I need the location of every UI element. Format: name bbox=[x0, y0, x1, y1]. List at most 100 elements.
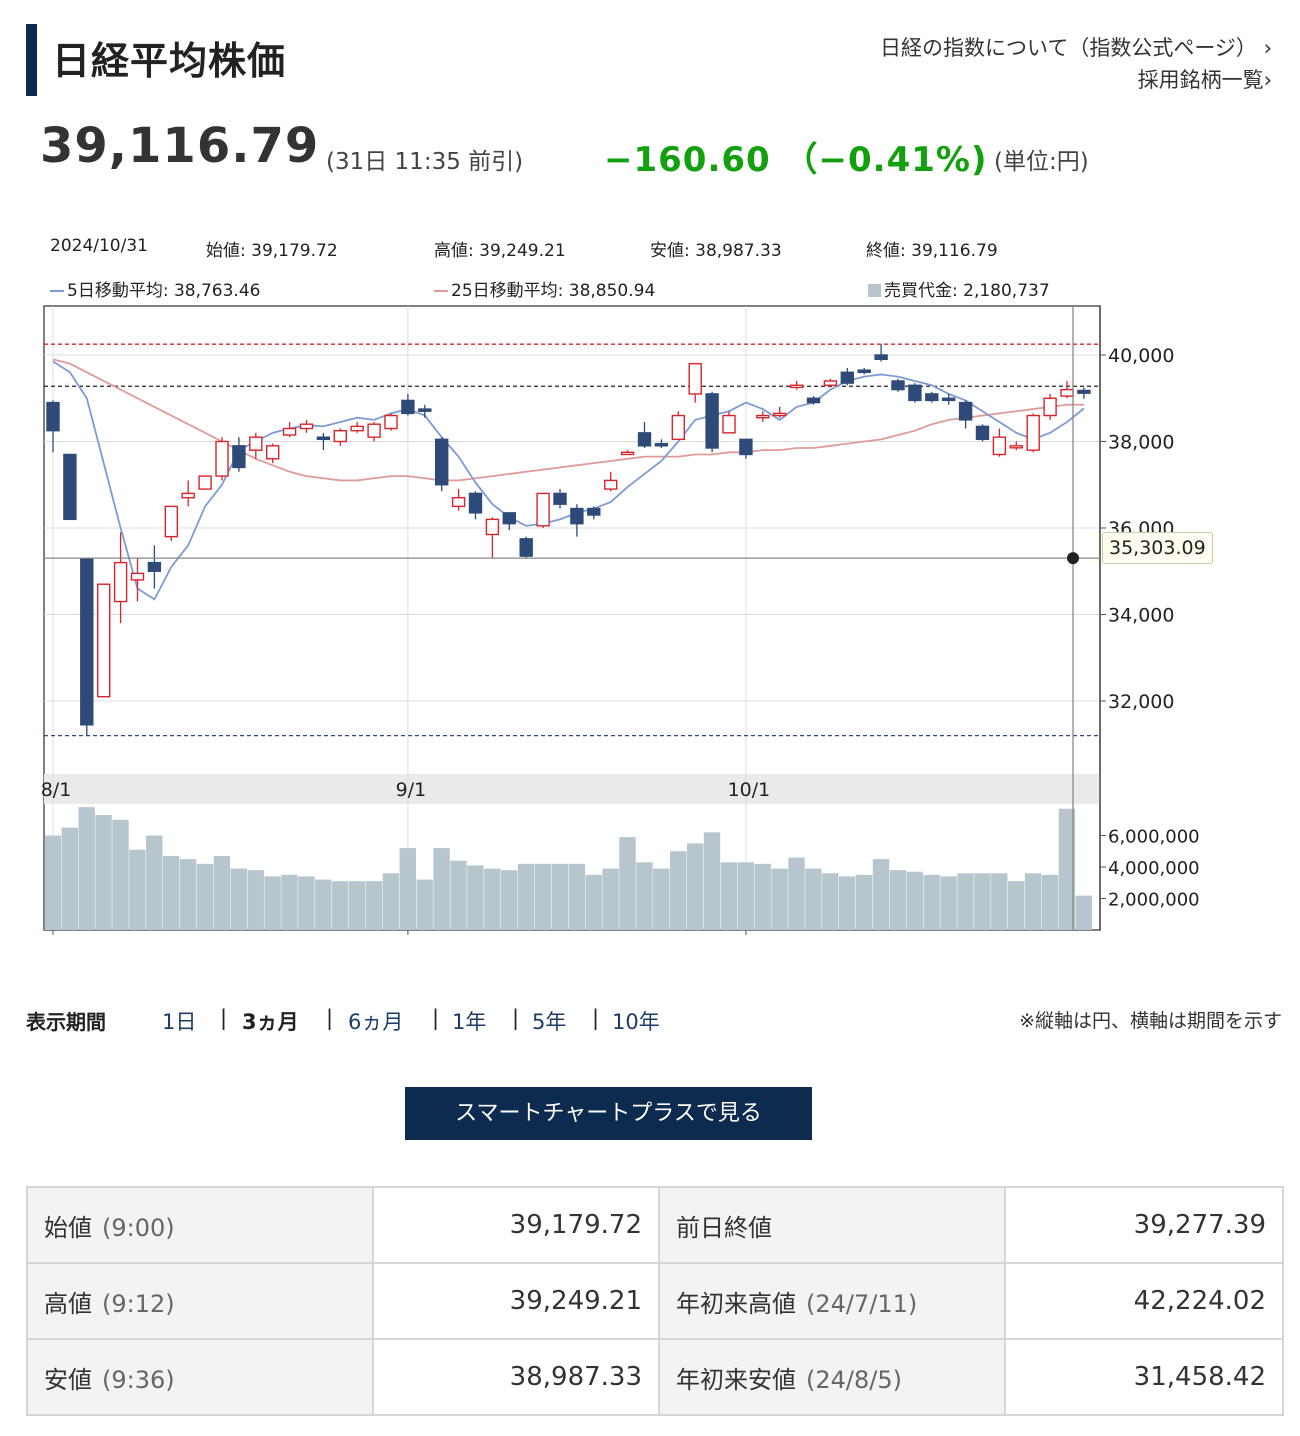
price-chart[interactable]: 32,00034,00036,00038,00040,0002,000,0004… bbox=[0, 0, 1300, 960]
period-option-5y[interactable]: 5年 bbox=[532, 1010, 567, 1034]
table-row: 始値 (9:00) 39,179.72 前日終値 39,277.39 bbox=[26, 1186, 1284, 1264]
volume-bar bbox=[78, 807, 95, 930]
volume-bar bbox=[1024, 873, 1042, 930]
stat-label-ytd-low: 年初来安値 (24/8/5) bbox=[658, 1338, 1006, 1416]
volume-bar bbox=[602, 868, 619, 930]
stat-ytd-low-date: (24/8/5) bbox=[806, 1365, 902, 1394]
period-option-3m[interactable]: 3ヵ月 bbox=[242, 1010, 299, 1034]
period-label: 表示期間 bbox=[26, 1010, 106, 1034]
crosshair-price-callout: 35,303.09 bbox=[1102, 532, 1213, 564]
stat-value-open: 39,179.72 bbox=[372, 1186, 660, 1264]
volume-bar bbox=[940, 876, 957, 930]
candle-down bbox=[401, 399, 415, 415]
title-accent-bar bbox=[26, 24, 37, 96]
candle-down bbox=[840, 371, 854, 384]
candle-up bbox=[1060, 388, 1074, 397]
candle-up bbox=[722, 414, 736, 434]
candle-down bbox=[925, 393, 939, 402]
period-option-1d[interactable]: 1日 bbox=[162, 1010, 197, 1034]
date-tick-label: 8/1 bbox=[41, 779, 72, 801]
period-option-1y[interactable]: 1年 bbox=[452, 1010, 487, 1034]
volume-bar bbox=[686, 843, 704, 930]
index-info-link[interactable]: 日経の指数について（指数公式ページ） › bbox=[880, 32, 1272, 62]
candle-down bbox=[975, 425, 990, 441]
candle-up bbox=[96, 583, 111, 698]
current-price: 39,116.79 bbox=[40, 118, 320, 174]
candle-up bbox=[536, 492, 550, 527]
page-title: 日経平均株価 bbox=[52, 39, 287, 83]
candle-up bbox=[350, 425, 364, 432]
stat-value-ytd-low: 31,458.42 bbox=[1004, 1338, 1284, 1416]
candle-down bbox=[46, 401, 60, 432]
stat-open-time: (9:00) bbox=[102, 1213, 175, 1242]
period-separator: | bbox=[220, 1006, 228, 1030]
stat-label-ytd-low-text: 年初来安値 bbox=[676, 1365, 796, 1394]
volume-bar bbox=[450, 860, 467, 930]
volume-bar bbox=[991, 873, 1008, 930]
period-option-10y[interactable]: 10年 bbox=[612, 1010, 660, 1034]
candle-down bbox=[1077, 389, 1091, 394]
volume-bar bbox=[230, 868, 247, 930]
price-unit: (単位:円) bbox=[994, 149, 1089, 175]
candle-down bbox=[857, 369, 871, 374]
candle-up bbox=[688, 362, 702, 395]
volume-bar bbox=[1075, 895, 1092, 930]
volume-bar bbox=[467, 865, 484, 930]
stat-label-low-text: 安値 bbox=[44, 1365, 92, 1394]
axis-note: ※縦軸は円、横軸は期間を示す bbox=[1019, 1010, 1282, 1032]
legend-ma5: 5日移動平均: 38,763.46 bbox=[50, 276, 260, 301]
candle-up bbox=[164, 505, 179, 538]
stat-ytd-high-date: (24/7/11) bbox=[806, 1289, 918, 1318]
volume-bar bbox=[247, 870, 264, 930]
candle-down bbox=[570, 507, 584, 525]
constituents-link[interactable]: 採用銘柄一覧› bbox=[1138, 64, 1272, 94]
chart-high: 高値: 39,249.21 bbox=[434, 241, 566, 261]
volume-bar bbox=[112, 819, 129, 930]
period-separator: | bbox=[432, 1006, 440, 1030]
stat-label-high: 高値 (9:12) bbox=[26, 1262, 374, 1340]
candle-down bbox=[553, 492, 567, 505]
candle-down bbox=[232, 445, 246, 469]
stat-low-time: (9:36) bbox=[102, 1365, 175, 1394]
stat-value-low: 38,987.33 bbox=[372, 1338, 660, 1416]
volume-bar bbox=[315, 879, 332, 930]
volume-bar bbox=[889, 870, 907, 930]
candle-up bbox=[113, 561, 128, 603]
smart-chart-plus-button[interactable]: スマートチャートプラスで見る bbox=[405, 1087, 812, 1140]
candle-up bbox=[671, 414, 685, 441]
volume-bar bbox=[95, 815, 112, 930]
volume-bar bbox=[653, 868, 670, 930]
volume-bar bbox=[129, 849, 146, 930]
volume-bar bbox=[416, 879, 433, 930]
volume-bar bbox=[737, 862, 754, 930]
chart-close: 終値: 39,116.79 bbox=[866, 241, 998, 261]
volume-bar bbox=[146, 835, 163, 930]
candle-down bbox=[418, 408, 432, 412]
stat-label-open-text: 始値 bbox=[44, 1213, 92, 1242]
volume-tick-label: 4,000,000 bbox=[1108, 858, 1200, 879]
candle-up bbox=[823, 380, 838, 386]
ma25-swatch bbox=[434, 290, 448, 292]
candle-down bbox=[587, 507, 601, 516]
volume-swatch bbox=[868, 284, 881, 297]
date-axis-band bbox=[44, 774, 1100, 804]
chevron-right-icon: › bbox=[1263, 36, 1272, 60]
period-option-6m[interactable]: 6ヵ月 bbox=[348, 1010, 404, 1034]
stat-label-prev-close: 前日終値 bbox=[658, 1186, 1006, 1264]
volume-tick-label: 6,000,000 bbox=[1108, 827, 1200, 848]
price-tick-label: 32,000 bbox=[1108, 691, 1174, 713]
stat-label-open: 始値 (9:00) bbox=[26, 1186, 374, 1264]
volume-bar bbox=[382, 873, 400, 930]
candle-up bbox=[282, 427, 297, 436]
ma5-swatch bbox=[50, 290, 64, 292]
candle-down bbox=[908, 384, 922, 402]
volume-bar bbox=[1041, 874, 1059, 930]
period-separator: | bbox=[592, 1006, 600, 1030]
candle-down bbox=[468, 492, 483, 514]
candle-up bbox=[992, 436, 1007, 456]
candle-up bbox=[1026, 414, 1040, 451]
price-tick-label: 40,000 bbox=[1108, 345, 1174, 367]
chart-low: 安値: 38,987.33 bbox=[650, 241, 782, 261]
volume-bar bbox=[839, 876, 856, 930]
volume-bar bbox=[264, 876, 281, 930]
